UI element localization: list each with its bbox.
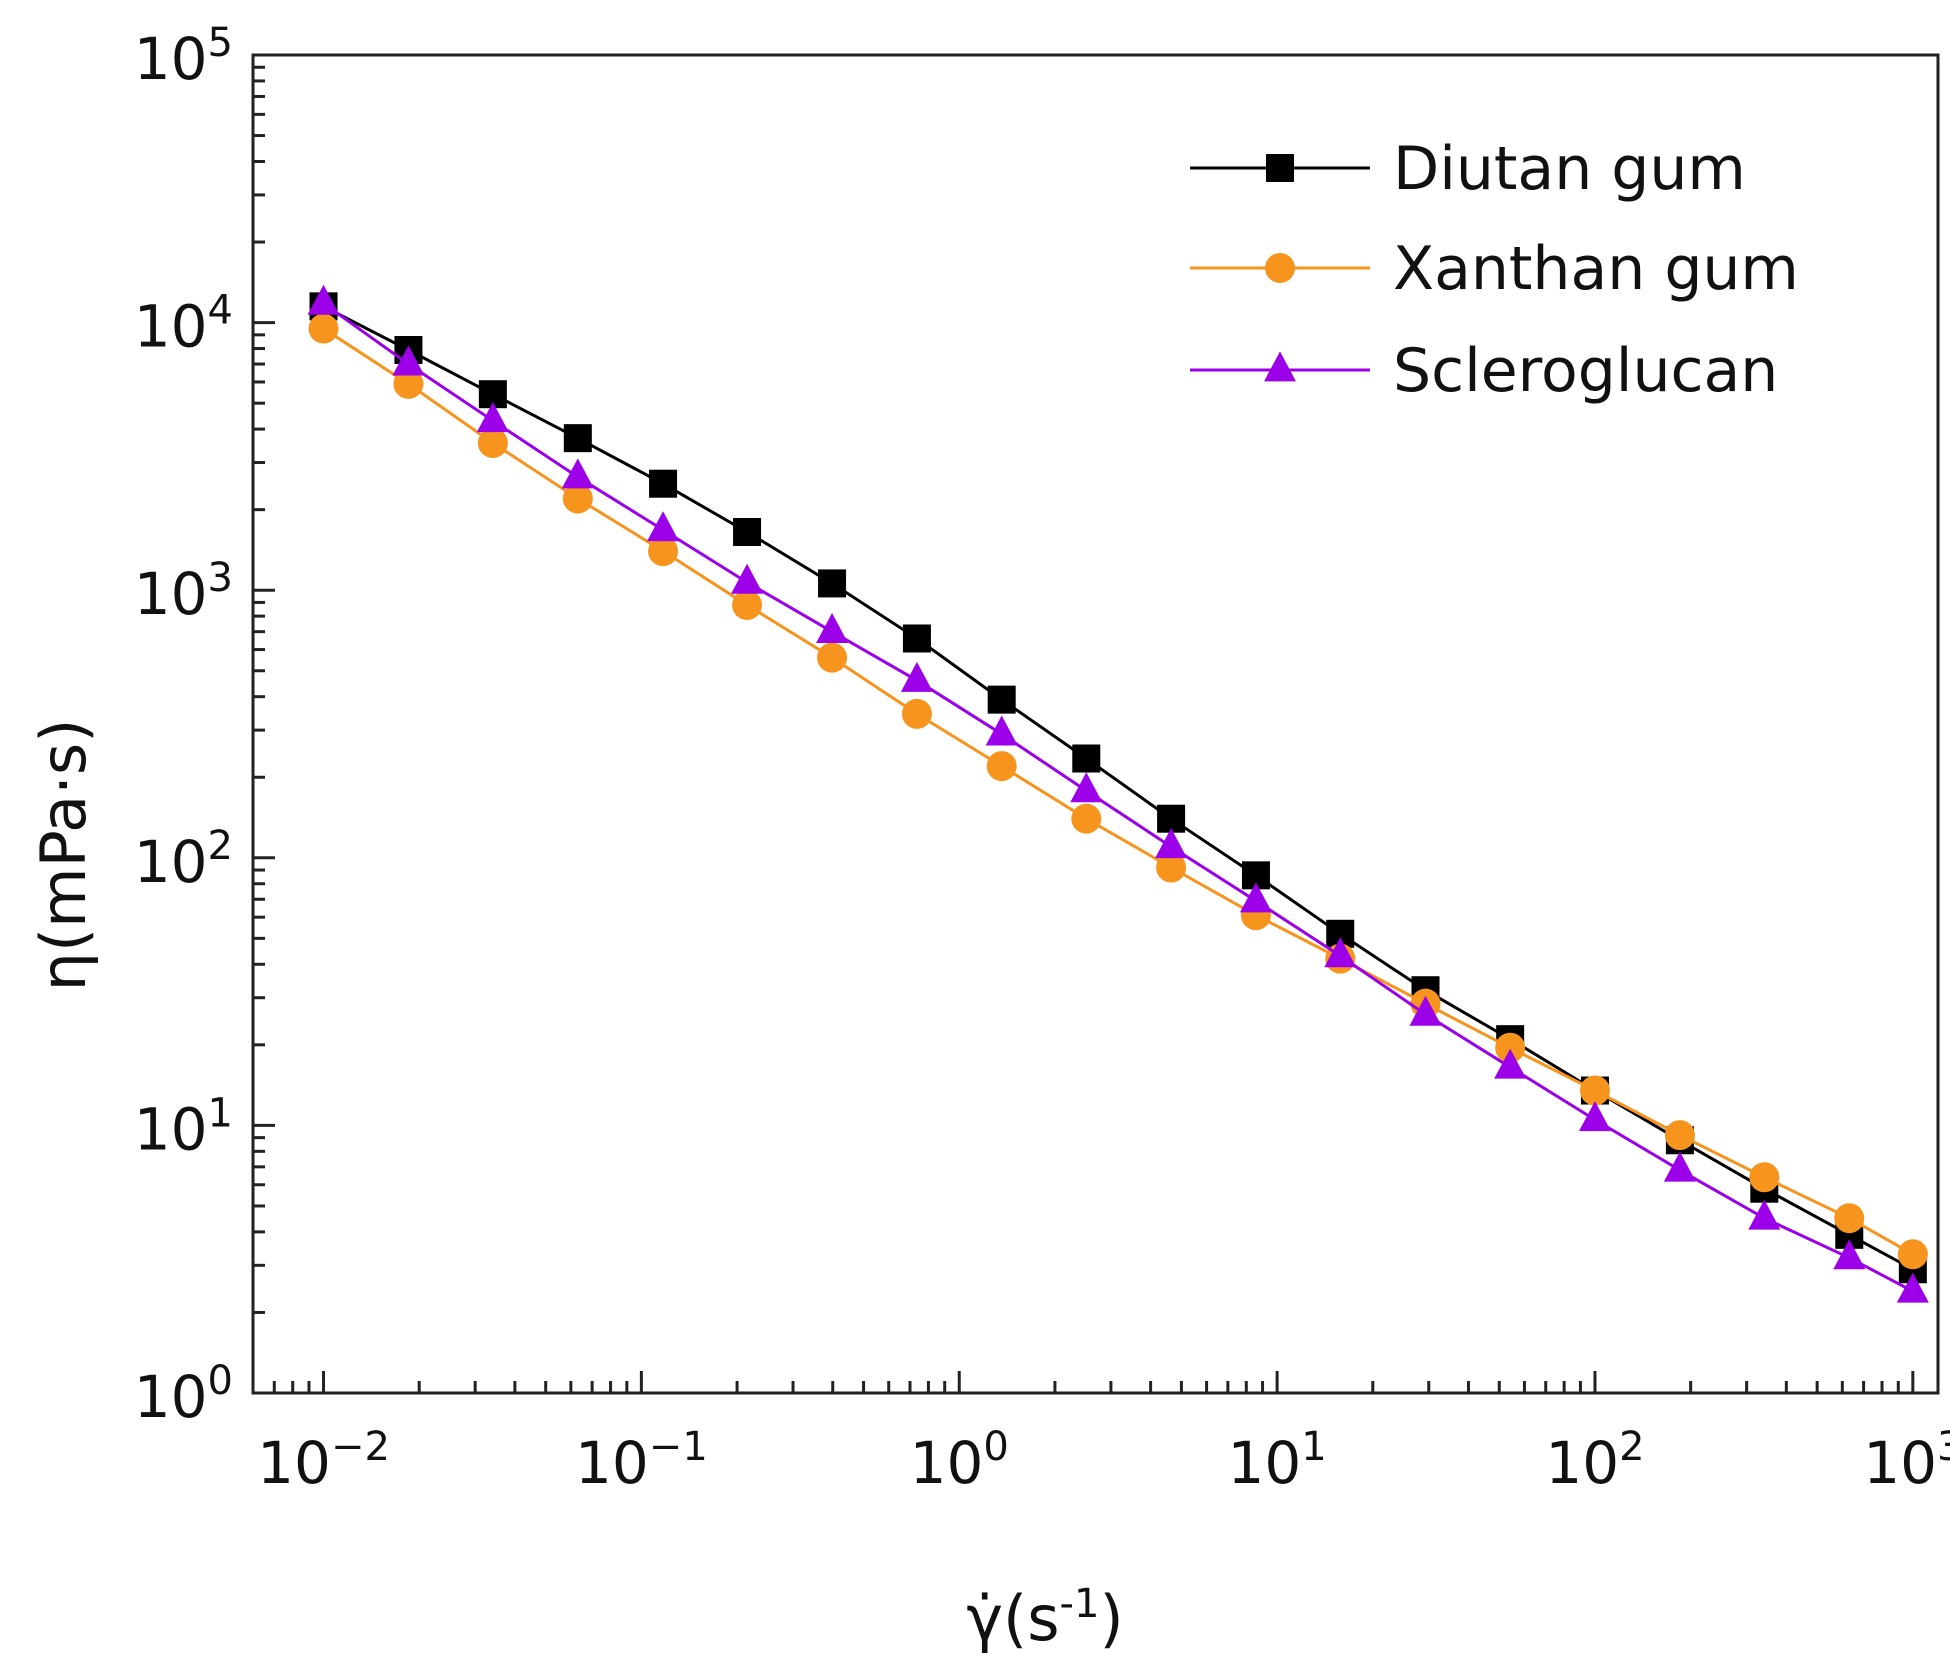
data-point — [308, 313, 339, 344]
x-axis-label-close: ) — [1099, 1582, 1123, 1655]
data-point — [1748, 1199, 1781, 1230]
data-point — [1324, 937, 1357, 968]
legend-label: Diutan gum — [1393, 134, 1746, 204]
data-point — [1897, 1239, 1928, 1270]
data-point — [476, 402, 509, 433]
data-point — [818, 569, 847, 598]
data-point — [647, 511, 680, 542]
x-tick-label: 10−1 — [575, 1424, 708, 1497]
plot-frame — [251, 53, 1940, 1395]
data-point — [902, 624, 931, 653]
x-tick-label: 101 — [1227, 1424, 1326, 1497]
series-line — [322, 327, 1914, 1256]
y-tick-label: 100 — [134, 1358, 233, 1431]
data-point — [816, 613, 849, 644]
data-point — [1070, 772, 1103, 803]
data-point — [649, 469, 678, 498]
x-axis-label-main: γ̇(s — [966, 1582, 1059, 1655]
x-tick-label: 10−2 — [257, 1424, 390, 1497]
legend-label: Xanthan gum — [1393, 234, 1799, 304]
data-point — [1664, 1120, 1695, 1151]
data-point — [1495, 1032, 1526, 1063]
data-point — [817, 642, 848, 673]
data-point — [561, 458, 594, 489]
x-axis-label: γ̇(s-1) — [966, 1581, 1123, 1655]
legend-item: Xanthan gum — [1190, 234, 1799, 304]
legend-item: Scleroglucan — [1190, 336, 1778, 406]
x-tick-label: 102 — [1545, 1424, 1644, 1497]
data-point — [731, 563, 764, 594]
data-point — [307, 284, 340, 315]
data-point — [563, 424, 592, 453]
legend: Diutan gum Xanthan gum Scleroglucan — [1190, 134, 1799, 406]
x-tick-label: 100 — [910, 1424, 1009, 1497]
data-point — [477, 427, 508, 458]
data-point — [562, 483, 593, 514]
data-point — [1157, 804, 1186, 833]
data-point — [1834, 1203, 1865, 1234]
data-point — [1494, 1048, 1527, 1079]
data-point — [1749, 1162, 1780, 1193]
y-tick-label: 105 — [134, 20, 233, 93]
data-point — [1579, 1075, 1610, 1106]
data-point — [733, 518, 762, 547]
data-point — [1071, 803, 1102, 834]
legend-marker — [1265, 253, 1295, 283]
data-point — [393, 368, 424, 399]
data-point — [1833, 1239, 1866, 1270]
data-point — [1072, 744, 1101, 773]
data-point — [901, 698, 932, 729]
data-point — [648, 536, 679, 567]
series-scleroglucan — [307, 284, 1929, 1303]
y-tick-label: 101 — [134, 1090, 233, 1163]
data-point — [732, 590, 763, 621]
y-tick-label: 102 — [134, 823, 233, 896]
legend-marker — [1264, 351, 1296, 382]
data-point — [392, 345, 425, 376]
data-point — [900, 661, 933, 692]
y-tick-label: 104 — [134, 288, 233, 361]
x-axis-label-sup: -1 — [1060, 1581, 1100, 1627]
data-point — [1896, 1272, 1929, 1303]
data-point — [985, 715, 1018, 746]
data-point — [986, 751, 1017, 782]
y-axis-label: η(mPa·s) — [27, 719, 100, 992]
data-point — [1663, 1151, 1696, 1182]
legend-item: Diutan gum — [1190, 134, 1746, 204]
data-point — [1156, 852, 1187, 883]
data-point — [1239, 882, 1272, 913]
data-point — [987, 685, 1016, 714]
data-point — [1155, 828, 1188, 859]
x-tick-label: 103 — [1863, 1424, 1950, 1497]
legend-marker — [1266, 154, 1294, 182]
y-tick-label: 103 — [134, 555, 233, 628]
data-point — [1409, 995, 1442, 1026]
legend-label: Scleroglucan — [1393, 336, 1778, 406]
data-point — [1578, 1101, 1611, 1132]
